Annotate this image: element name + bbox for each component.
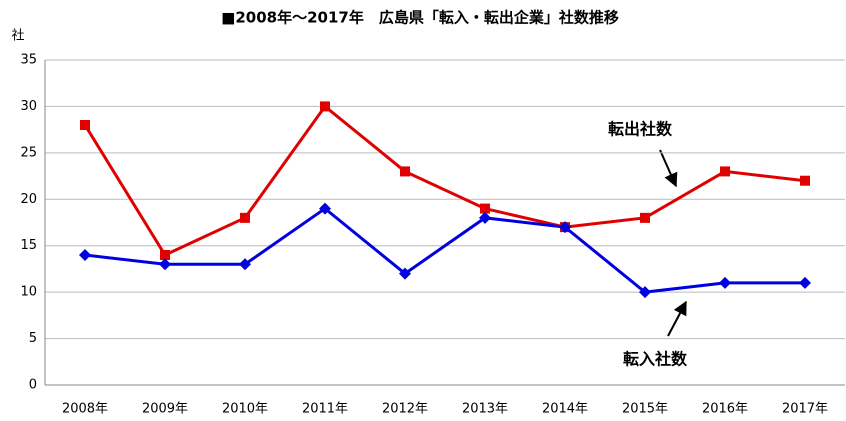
y-tick-label: 10 <box>20 285 37 300</box>
x-tick-label: 2017年 <box>782 402 828 417</box>
marker <box>79 249 91 261</box>
marker <box>480 203 490 214</box>
marker <box>639 286 651 299</box>
y-axis-label: 社 <box>11 28 24 44</box>
arrow <box>667 300 687 337</box>
chart-title: ■2008年～2017年 広島県「転入・転出企業」社数推移 <box>221 9 619 27</box>
x-tick-label: 2016年 <box>702 402 748 417</box>
marker <box>799 276 811 289</box>
marker <box>319 202 331 215</box>
marker <box>719 276 731 289</box>
series-line <box>83 104 806 257</box>
y-tick-label: 20 <box>20 192 37 207</box>
marker <box>80 120 90 130</box>
arrow <box>659 149 678 188</box>
marker <box>800 175 810 186</box>
series-annotation: 転入社数 <box>623 350 688 369</box>
y-tick-label: 5 <box>29 331 37 346</box>
x-tick-label: 2009年 <box>142 402 188 417</box>
marker <box>720 166 730 177</box>
x-tick-label: 2010年 <box>222 402 268 417</box>
marker <box>320 101 330 112</box>
series-line <box>84 206 805 294</box>
marker <box>159 258 171 271</box>
marker <box>399 267 411 280</box>
y-tick-label: 0 <box>29 378 37 393</box>
y-tick-label: 15 <box>20 238 37 253</box>
marker <box>239 258 251 271</box>
x-tick-label: 2013年 <box>462 402 508 417</box>
x-tick-label: 2015年 <box>622 402 668 417</box>
x-tick-label: 2014年 <box>542 402 588 417</box>
x-tick-label: 2011年 <box>302 402 348 417</box>
y-tick-label: 25 <box>20 145 37 160</box>
series-annotation: 転出社数 <box>608 120 673 139</box>
marker <box>559 221 571 234</box>
x-tick-label: 2012年 <box>382 402 428 417</box>
x-tick-label: 2008年 <box>62 402 108 417</box>
marker <box>160 250 170 260</box>
marker <box>240 212 250 223</box>
marker <box>479 211 491 224</box>
y-tick-label: 35 <box>20 53 37 68</box>
marker <box>400 166 410 177</box>
marker <box>640 212 650 223</box>
y-tick-label: 30 <box>20 99 37 114</box>
